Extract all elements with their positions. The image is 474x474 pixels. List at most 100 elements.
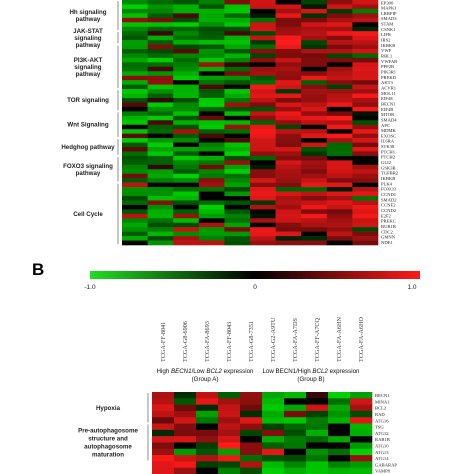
heatmap-cell [301, 142, 328, 148]
heatmap-cell [262, 429, 285, 437]
gene-label: STK38 [381, 144, 395, 149]
heatmap-cell [262, 436, 285, 443]
heatmap-cell [250, 17, 276, 23]
heatmap-cell [173, 22, 200, 28]
heatmap-cell [147, 182, 174, 188]
heatmap-cell [224, 222, 251, 228]
heatmap-cell [122, 89, 148, 94]
heatmap-cell [352, 200, 379, 206]
heatmap-cell [301, 89, 328, 94]
heatmap-cell [224, 151, 251, 157]
heatmap-cell [173, 222, 200, 228]
gene-label: SMAD2 [381, 197, 397, 202]
heatmap-cell [275, 240, 302, 246]
heatmap-cell [301, 22, 328, 28]
heatmap-cell [173, 124, 200, 130]
heatmap-cell [224, 138, 251, 143]
heatmap-cell [301, 40, 328, 45]
heatmap-cell [147, 160, 174, 166]
heatmap-cell [250, 80, 276, 85]
heatmap-cell [250, 44, 276, 50]
gene-label: ATG10 [375, 444, 389, 449]
heatmap-cell [147, 187, 174, 192]
heatmap-cell [301, 44, 328, 50]
heatmap-cell [326, 80, 353, 85]
heatmap-cell [198, 191, 225, 197]
heatmap-cell [306, 448, 329, 456]
heatmap-cell [350, 417, 373, 424]
gene-label: GMNN [381, 235, 396, 240]
heatmap-cell [224, 75, 251, 81]
heatmap-cell [147, 75, 174, 81]
heatmap-cell [352, 120, 379, 126]
heatmap-cell [147, 102, 174, 108]
heatmap-cell [275, 231, 302, 237]
heatmap-cell [224, 231, 251, 237]
gene-label: ACVR1 [381, 86, 397, 91]
heatmap-cell [196, 461, 219, 468]
heatmap-cell [301, 13, 328, 19]
heatmap-cell [224, 124, 251, 130]
heatmap-cell [147, 218, 174, 224]
heatmap-cell [328, 423, 351, 431]
heatmap-cell [122, 160, 148, 166]
group-b-subtitle: (Group B) [297, 376, 324, 383]
heatmap-cell [224, 57, 251, 63]
heatmap-cell [147, 49, 174, 54]
heatmap-cell [250, 115, 276, 121]
heatmap-cell [326, 227, 353, 232]
heatmap-cell [326, 75, 353, 81]
heatmap-cell [240, 455, 263, 462]
heatmap-cell [147, 173, 174, 179]
pathway-label: TOR signaling [67, 97, 109, 104]
heatmap-cell [275, 120, 302, 126]
heatmap-cell [198, 93, 225, 99]
heatmap-cell [301, 49, 328, 54]
pathway-label: pathway [76, 42, 101, 49]
heatmap-cell [122, 17, 148, 23]
heatmap-cell [275, 169, 302, 175]
panel-a-heatmap: Hh signalingpathwayJAK-STATsignalingpath… [61, 0, 399, 246]
heatmap-cell [147, 93, 174, 99]
heatmap-cell [352, 98, 379, 103]
heatmap-cell [326, 57, 353, 63]
heatmap-cell [173, 49, 200, 54]
heatmap-cell [284, 392, 307, 399]
heatmap-cell [306, 398, 329, 405]
heatmap-cell [198, 173, 225, 179]
heatmap-cell [275, 124, 302, 130]
heatmap-cell [301, 213, 328, 219]
heatmap-cell [218, 410, 241, 418]
heatmap-cell [198, 138, 225, 143]
heatmap-cell [224, 236, 251, 241]
panel-a-pathway-labels: Hh signalingpathwayJAK-STATsignalingpath… [61, 1, 119, 244]
heatmap-cell [250, 102, 276, 108]
heatmap-cell [350, 436, 373, 443]
heatmap-cell [122, 178, 148, 183]
heatmap-cell [122, 111, 148, 117]
heatmap-cell [174, 467, 197, 474]
heatmap-cell [250, 138, 276, 143]
heatmap-cell [250, 75, 276, 81]
heatmap-cell [173, 155, 200, 161]
heatmap-cell [306, 461, 329, 468]
heatmap-cell [198, 8, 225, 14]
heatmap-cell [262, 404, 285, 412]
heatmap-cell [173, 142, 200, 148]
gene-label: NDE1 [381, 240, 393, 245]
heatmap-cell [284, 398, 307, 405]
heatmap-cell [240, 417, 263, 424]
heatmap-cell [326, 115, 353, 121]
gene-label: CCND1 [381, 192, 397, 197]
heatmap-cell [284, 461, 307, 468]
heatmap-cell [352, 17, 379, 23]
heatmap-cell [218, 455, 241, 462]
heatmap-cell [275, 62, 302, 68]
heatmap-cell [240, 392, 263, 399]
heatmap-cell [250, 71, 276, 77]
heatmap-cell [122, 31, 148, 36]
heatmap-cell [326, 173, 353, 179]
heatmap-cell [173, 53, 200, 59]
heatmap-cell [173, 120, 200, 126]
heatmap-cell [152, 404, 175, 412]
